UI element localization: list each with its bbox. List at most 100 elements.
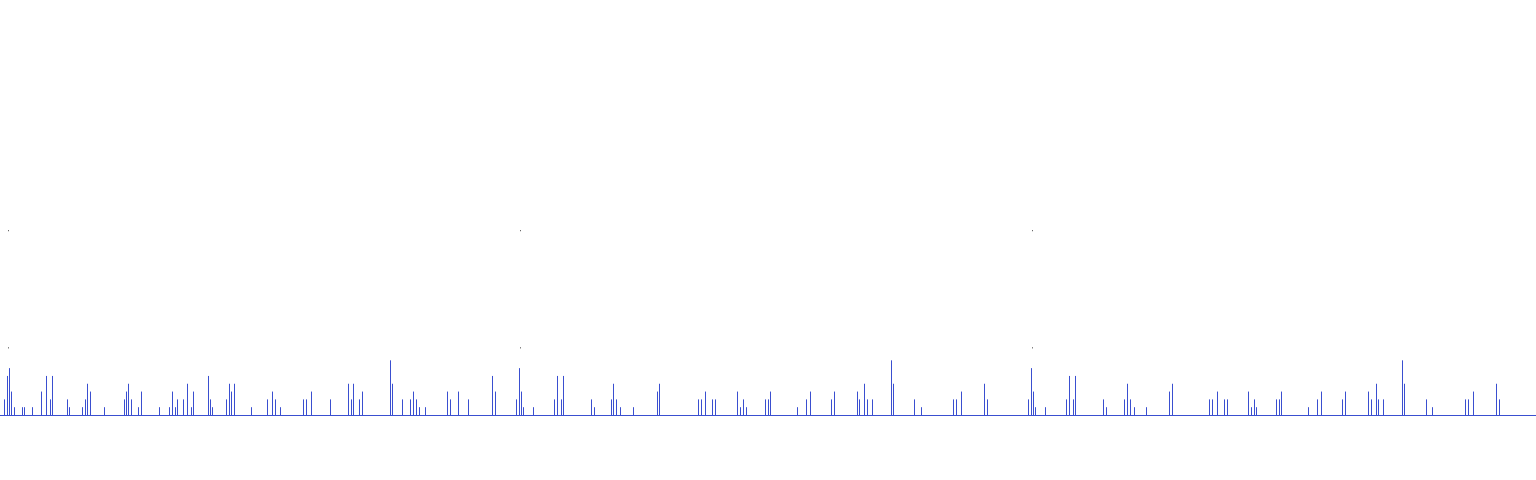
bar (1172, 383, 1173, 415)
chart-panel-2 (512, 230, 1024, 416)
bar (1496, 383, 1497, 415)
bar (303, 399, 304, 415)
bar (425, 407, 426, 415)
bar (557, 375, 558, 415)
bar (85, 399, 86, 415)
bar (810, 391, 811, 415)
bar (1251, 407, 1252, 415)
bar (765, 399, 766, 415)
bar (659, 383, 660, 415)
bar (1432, 407, 1433, 415)
bar (82, 407, 83, 415)
bar (392, 383, 393, 415)
bar (1124, 399, 1125, 415)
bar (561, 399, 562, 415)
bar (191, 407, 192, 415)
bar (87, 383, 88, 415)
bar (50, 399, 51, 415)
tick-marker (8, 230, 9, 232)
bar (1465, 399, 1466, 415)
bar (921, 407, 922, 415)
bar (492, 375, 493, 415)
bar (521, 391, 522, 415)
bar (208, 375, 209, 415)
bar (229, 383, 230, 415)
bar (1212, 399, 1213, 415)
tick-marker (1032, 230, 1033, 232)
bar (231, 391, 232, 415)
bar (128, 383, 129, 415)
bar (46, 375, 47, 415)
bar (1345, 391, 1346, 415)
bar (797, 407, 798, 415)
bar (740, 407, 741, 415)
bar (591, 399, 592, 415)
bar (1073, 399, 1074, 415)
bar (159, 407, 160, 415)
bar (410, 399, 411, 415)
bar (893, 383, 894, 415)
bar (770, 391, 771, 415)
bar (267, 399, 268, 415)
bar (1368, 391, 1369, 415)
bar (956, 399, 957, 415)
bar (413, 391, 414, 415)
bar (330, 399, 331, 415)
chart-panels (0, 230, 1536, 416)
bar (353, 383, 354, 415)
bar (11, 391, 12, 415)
bar (183, 399, 184, 415)
bar (715, 399, 716, 415)
bar (210, 399, 211, 415)
bar (67, 399, 68, 415)
bar (362, 391, 363, 415)
bar (712, 399, 713, 415)
bar (416, 399, 417, 415)
bar (138, 407, 139, 415)
bar (52, 375, 53, 415)
bar (872, 399, 873, 415)
bar (1130, 399, 1131, 415)
bar (1169, 391, 1170, 415)
bar (169, 407, 170, 415)
bar (1371, 399, 1372, 415)
bar (806, 399, 807, 415)
bar (41, 391, 42, 415)
bar (359, 399, 360, 415)
bar (1499, 399, 1500, 415)
bar (32, 407, 33, 415)
bar (705, 391, 706, 415)
bar (306, 399, 307, 415)
bar (141, 391, 142, 415)
bar (953, 399, 954, 415)
bar (563, 375, 564, 415)
bar (1402, 360, 1403, 415)
bar (22, 407, 23, 415)
bar (834, 391, 835, 415)
bar (1069, 375, 1070, 415)
bar (1378, 399, 1379, 415)
bar (864, 383, 865, 415)
tick-marker (8, 347, 9, 349)
bar (90, 391, 91, 415)
bar (1224, 399, 1225, 415)
bar (914, 399, 915, 415)
bar (351, 399, 352, 415)
bar (1033, 391, 1034, 415)
bar (1209, 399, 1210, 415)
bar (1254, 399, 1255, 415)
bar (131, 399, 132, 415)
bar (390, 360, 391, 415)
bar (737, 391, 738, 415)
bar (69, 407, 70, 415)
bar (1383, 399, 1384, 415)
bar (1146, 407, 1147, 415)
bar (495, 391, 496, 415)
bar (657, 391, 658, 415)
bar (987, 399, 988, 415)
bar (1308, 407, 1309, 415)
bar (1127, 383, 1128, 415)
bar (14, 407, 15, 415)
bar (857, 391, 858, 415)
